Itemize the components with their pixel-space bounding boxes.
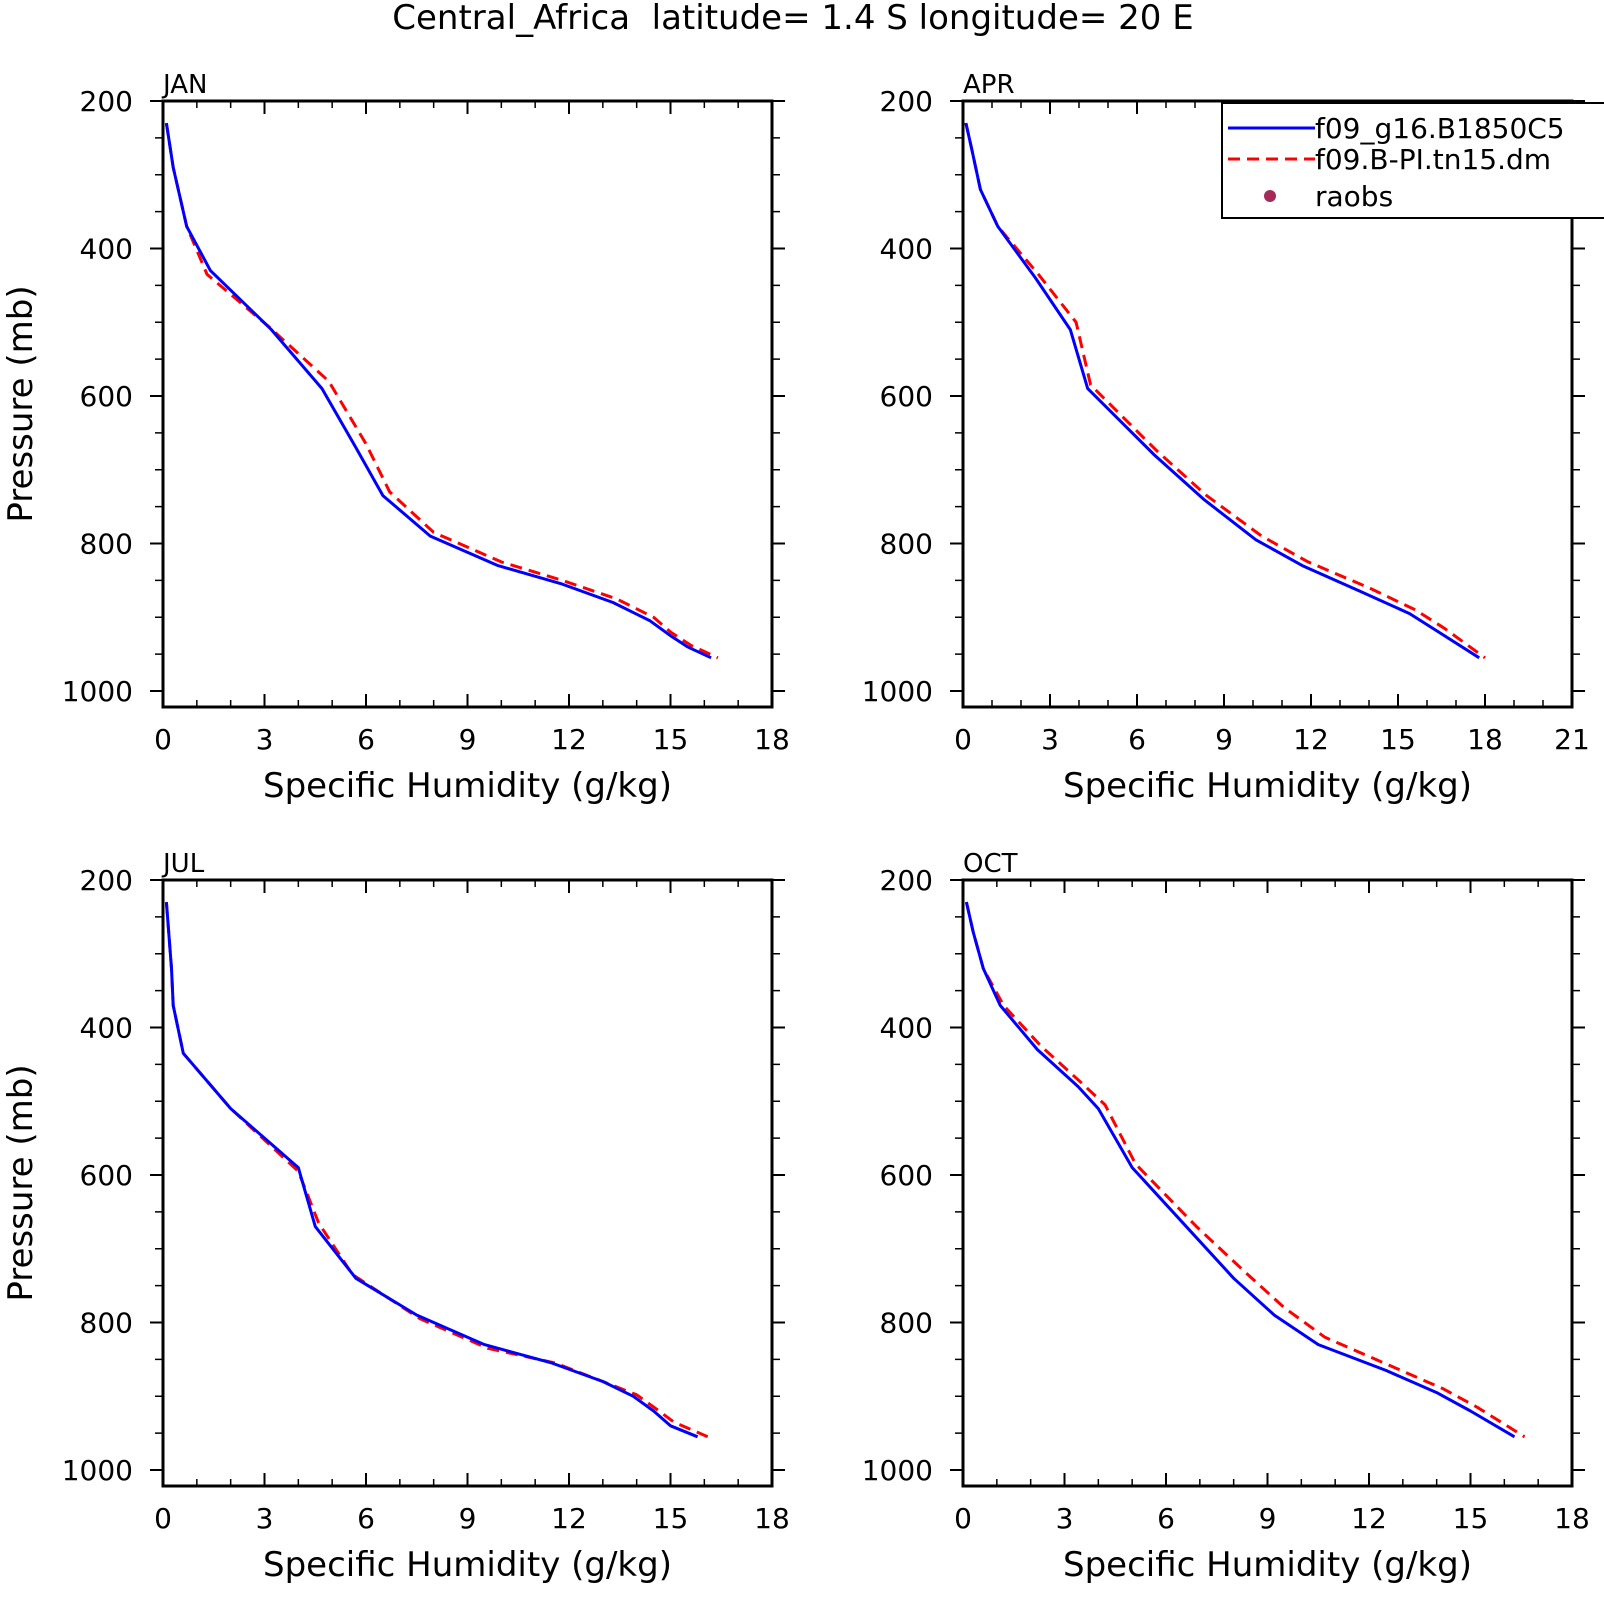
x-tick-label: 3 xyxy=(1056,1502,1074,1535)
x-tick-label: 9 xyxy=(459,1502,477,1535)
x-tick-label: 12 xyxy=(1351,1502,1387,1535)
panel-apr: APR 0 3 6 9 12 15 18 21 200 400 600 800 1000 Specific … xyxy=(862,70,1590,806)
legend-label: f09.B-PI.tn15.dm xyxy=(1315,143,1551,176)
y-tick-label: 1000 xyxy=(862,675,933,708)
plot-frame xyxy=(961,878,1574,1488)
plot-frame xyxy=(161,99,774,709)
x-tick-label: 6 xyxy=(1128,723,1146,756)
x-tick-label: 6 xyxy=(357,1502,375,1535)
x-tick-label: 12 xyxy=(551,723,587,756)
y-tick-label: 1000 xyxy=(862,1454,933,1487)
y-tick-label: 400 xyxy=(80,233,133,266)
panel-title: APR xyxy=(963,70,1015,100)
x-tick-label: 18 xyxy=(754,1502,790,1535)
y-tick-label: 600 xyxy=(880,380,933,413)
y-tick-label: 800 xyxy=(80,528,133,561)
panel-jul: JUL 0 3 6 9 12 15 18 200 400 600 800 1000 Specific Hu… xyxy=(1,849,790,1585)
series-line-solid xyxy=(964,901,1516,1439)
x-axis-title: Specific Humidity (g/kg) xyxy=(1063,1545,1472,1585)
y-axis-title: Pressure (mb) xyxy=(1,1064,41,1301)
y-tick-label: 200 xyxy=(880,85,933,118)
x-tick-label: 0 xyxy=(954,723,972,756)
x-axis-title: Specific Humidity (g/kg) xyxy=(263,766,672,806)
y-tick-label: 200 xyxy=(880,864,933,897)
y-tick-label: 800 xyxy=(880,1307,933,1340)
x-tick-label: 12 xyxy=(1293,723,1329,756)
series-line-solid xyxy=(164,122,712,660)
panel-oct: OCT 0 3 6 9 12 15 18 200 400 600 800 1000 Specific Hu… xyxy=(862,849,1590,1585)
x-tick-label: 6 xyxy=(357,723,375,756)
x-tick-label: 18 xyxy=(1554,1502,1590,1535)
y-tick-label: 200 xyxy=(80,85,133,118)
y-tick-label: 400 xyxy=(80,1012,133,1045)
x-tick-label: 21 xyxy=(1554,723,1590,756)
legend-label: f09_g16.B1850C5 xyxy=(1315,112,1565,145)
series-line-dashed xyxy=(164,122,719,660)
legend-marker xyxy=(1264,190,1276,202)
x-tick-label: 9 xyxy=(1215,723,1233,756)
series-line-dashed xyxy=(164,901,709,1439)
y-tick-label: 800 xyxy=(80,1307,133,1340)
x-tick-label: 18 xyxy=(754,723,790,756)
series-line-dashed xyxy=(964,901,1526,1439)
series-line-solid xyxy=(164,901,699,1439)
y-tick-label: 600 xyxy=(880,1159,933,1192)
y-tick-label: 1000 xyxy=(62,1454,133,1487)
x-tick-label: 15 xyxy=(653,723,689,756)
y-tick-label: 1000 xyxy=(62,675,133,708)
x-tick-label: 0 xyxy=(154,723,172,756)
x-tick-label: 15 xyxy=(1453,1502,1489,1535)
x-tick-label: 9 xyxy=(459,723,477,756)
x-tick-label: 9 xyxy=(1259,1502,1277,1535)
x-axis-title: Specific Humidity (g/kg) xyxy=(1063,766,1472,806)
panel-jan: JAN 0 3 6 9 12 15 18 200 400 600 800 1000 Specific Hu… xyxy=(1,70,790,806)
x-tick-label: 15 xyxy=(1380,723,1416,756)
legend-label: raobs xyxy=(1315,180,1393,213)
figure-title: Central_Africa latitude= 1.4 S longitude… xyxy=(392,0,1193,38)
y-tick-label: 800 xyxy=(880,528,933,561)
series-line-solid xyxy=(964,122,1481,660)
x-tick-label: 3 xyxy=(1041,723,1059,756)
plot-frame xyxy=(961,99,1574,709)
x-tick-label: 0 xyxy=(954,1502,972,1535)
y-axis-title: Pressure (mb) xyxy=(1,285,41,522)
x-tick-label: 0 xyxy=(154,1502,172,1535)
y-tick-label: 200 xyxy=(80,864,133,897)
panel-title: JUL xyxy=(161,849,205,879)
plot-frame xyxy=(161,878,774,1488)
panel-title: OCT xyxy=(963,849,1018,879)
x-tick-label: 15 xyxy=(653,1502,689,1535)
x-axis-title: Specific Humidity (g/kg) xyxy=(263,1545,672,1585)
x-tick-label: 6 xyxy=(1157,1502,1175,1535)
x-tick-label: 3 xyxy=(256,1502,274,1535)
x-tick-label: 18 xyxy=(1467,723,1503,756)
x-tick-label: 12 xyxy=(551,1502,587,1535)
y-tick-label: 400 xyxy=(880,233,933,266)
y-tick-label: 600 xyxy=(80,1159,133,1192)
y-tick-label: 400 xyxy=(880,1012,933,1045)
y-tick-label: 600 xyxy=(80,380,133,413)
panel-title: JAN xyxy=(161,70,207,100)
x-tick-label: 3 xyxy=(256,723,274,756)
